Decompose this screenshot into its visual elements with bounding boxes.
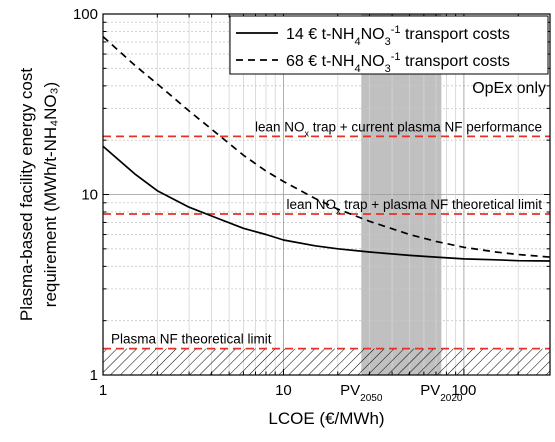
y-axis-label-line1: Plasma-based facility energy cost xyxy=(17,68,36,322)
legend-entry: 68 € t-NH4NO3-1 transport costs xyxy=(286,51,510,75)
shaded-region-label: PV2020 xyxy=(420,382,463,404)
reference-line-label: lean NOx trap + current plasma NF perfor… xyxy=(255,119,542,138)
legend: 14 € t-NH4NO3-1 transport costs 68 € t-NH… xyxy=(229,15,549,97)
y-tick-label: 10 xyxy=(81,187,98,204)
reference-line-label: lean NOx trap + plasma NF theoretical li… xyxy=(287,197,543,216)
hatched-region xyxy=(103,348,550,375)
series-line xyxy=(103,35,550,258)
legend-box xyxy=(229,15,549,75)
legend-note: OpEx only xyxy=(472,80,546,97)
x-tick-label: 10 xyxy=(275,382,292,399)
y-tick-label: 1 xyxy=(90,367,98,384)
x-tick-label: 100 xyxy=(451,382,476,399)
y-tick-label: 100 xyxy=(73,6,98,23)
x-axis-label: LCOE (€/MWh) xyxy=(268,409,384,428)
series-line xyxy=(103,145,550,262)
y-axis-label-line2: requirement (MWh/t-NH₄NO₃) xyxy=(41,82,60,307)
legend-entry: 14 € t-NH4NO3-1 transport costs xyxy=(286,24,510,48)
x-tick-label: 1 xyxy=(99,382,107,399)
shaded-region-label: PV2050 xyxy=(340,382,383,404)
reference-line-label: Plasma NF theoretical limit xyxy=(111,332,272,347)
